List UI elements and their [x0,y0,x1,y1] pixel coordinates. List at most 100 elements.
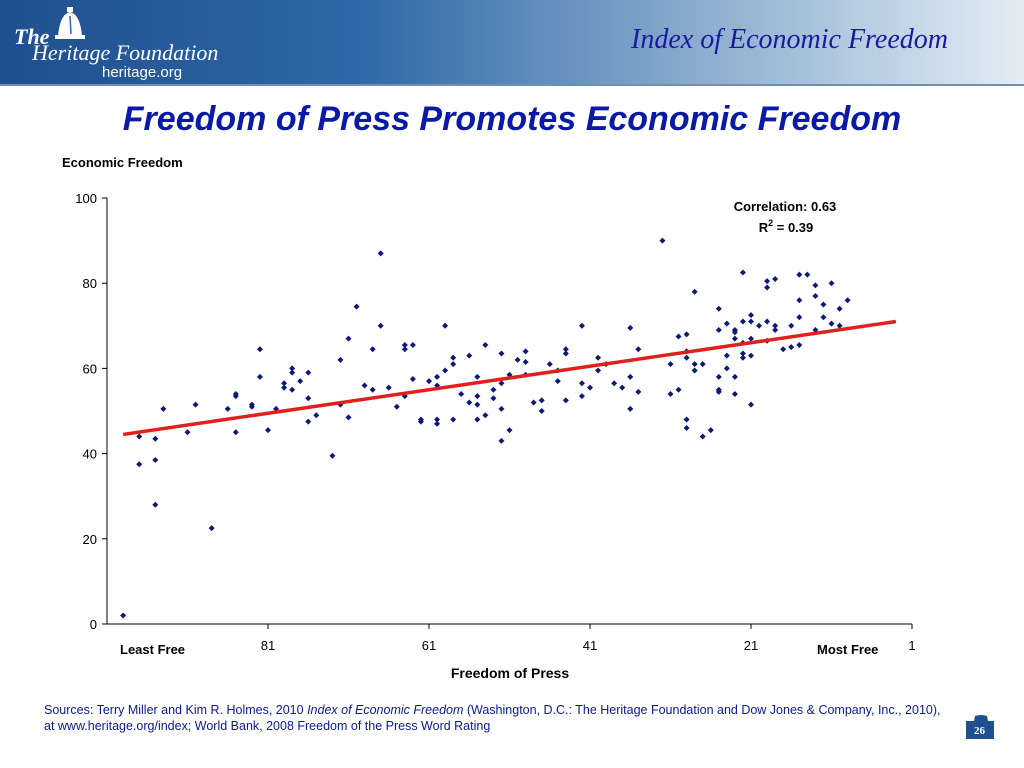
data-point [490,386,497,393]
data-point [192,401,199,408]
data-point [635,388,642,395]
data-point [353,303,360,310]
data-point [546,361,553,368]
data-point [691,367,698,374]
data-point [474,401,481,408]
data-point [345,335,352,342]
data-point [683,331,690,338]
data-point [498,350,505,357]
data-point [595,354,602,361]
data-point [466,399,473,406]
data-point [723,320,730,327]
data-point [715,388,722,395]
data-point [256,373,263,380]
x-axis-title: Freedom of Press [451,665,569,681]
data-point [522,348,529,355]
data-point [361,382,368,389]
r-squared-label: R2 = 0.39 [759,218,814,235]
data-point [248,401,255,408]
data-point [434,416,441,423]
heritage-logo[interactable]: The Heritage Foundation heritage.org [10,6,220,82]
x-tick-label: 81 [261,638,275,653]
data-point [715,327,722,334]
data-point [474,416,481,423]
x-axis-ticks: 81 61 41 21 1 [261,624,916,653]
data-point [289,369,296,376]
data-point [812,292,819,299]
data-point [434,420,441,427]
data-point [377,322,384,329]
data-point [538,397,545,404]
data-point [482,341,489,348]
data-point [828,320,835,327]
data-point [578,393,585,400]
y-tick-label: 20 [83,532,97,547]
data-point [514,356,521,363]
data-point [772,322,779,329]
data-point [450,416,457,423]
data-point [498,380,505,387]
data-point [224,405,231,412]
sources-note: Sources: Terry Miller and Kim R. Holmes,… [44,702,944,734]
y-tick-label: 80 [83,276,97,291]
r-squared-superscript: 2 [768,218,773,228]
data-point [715,305,722,312]
data-point [417,418,424,425]
data-point [434,373,441,380]
sources-italic-title: Index of Economic Freedom [307,703,464,717]
data-point [739,318,746,325]
data-point [715,373,722,380]
data-point [345,414,352,421]
data-point [281,384,288,391]
logo-the-text: The [14,24,50,49]
data-point [506,427,513,434]
y-axis-ticks: 0 20 40 60 80 100 [75,191,107,632]
data-point [683,416,690,423]
data-point [739,269,746,276]
data-point [748,318,754,325]
data-point [764,284,771,291]
data-point [313,412,320,419]
data-point [739,354,746,361]
logo-url-text: heritage.org [102,64,183,81]
header-divider [0,84,1024,86]
data-point [587,384,593,391]
data-point [562,350,569,357]
data-point [409,376,416,383]
chart-axes [106,198,912,625]
header-banner [0,0,1024,84]
data-point [578,322,585,329]
data-point [281,380,288,387]
sources-prefix: Sources: Terry Miller and Kim R. Holmes,… [44,703,308,717]
data-point [337,356,344,363]
data-point [152,501,159,508]
data-point [136,461,143,468]
data-point [458,390,465,397]
data-point [450,354,457,361]
data-point [796,341,803,348]
data-point [772,275,779,282]
data-point [160,405,167,412]
data-point [490,395,497,402]
y-tick-label: 100 [75,191,97,206]
data-point [401,346,408,353]
data-point [812,282,819,289]
data-point [683,425,690,432]
data-point [329,452,336,459]
data-point [498,437,505,444]
data-point [369,386,376,393]
data-point [731,329,738,336]
data-point [723,352,730,359]
data-point [667,361,674,368]
data-point [804,271,811,278]
data-point [562,346,569,353]
data-point [498,405,505,412]
data-point [393,403,400,410]
data-point [136,433,143,440]
data-point [659,237,666,244]
data-point [820,301,827,308]
data-point [184,429,191,436]
page-number-badge-icon [966,715,994,739]
data-point [450,361,457,368]
data-point [796,297,803,304]
